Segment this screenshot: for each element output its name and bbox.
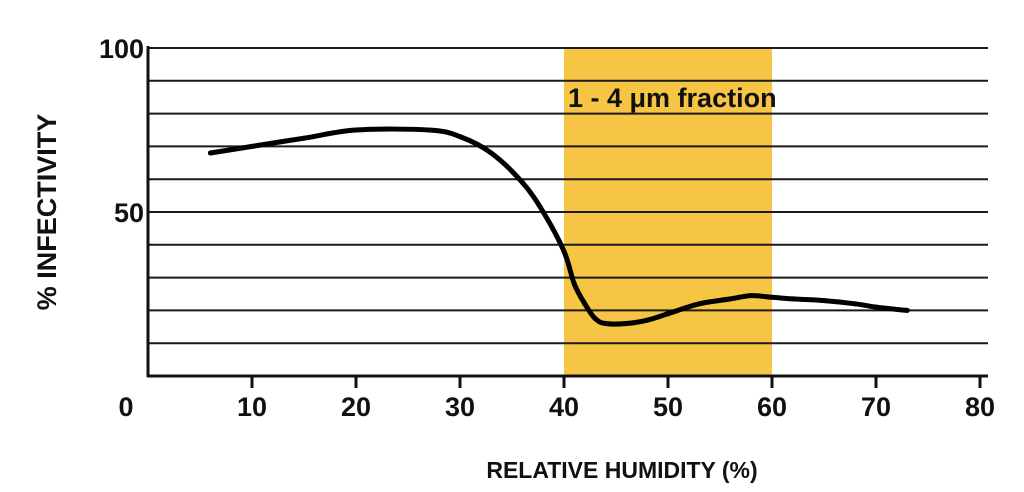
data-point-0-25 — [904, 307, 910, 313]
x-tick-label-0: 0 — [118, 392, 133, 422]
data-point-0-1 — [249, 143, 255, 149]
data-point-0-4 — [426, 127, 432, 133]
x-tick-label-30: 30 — [445, 392, 475, 422]
data-point-0-8 — [540, 209, 546, 215]
data-point-0-17 — [696, 301, 702, 307]
data-point-0-3 — [353, 127, 359, 133]
data-point-0-22 — [821, 298, 827, 304]
data-point-0-2 — [301, 135, 307, 141]
x-axis-label: RELATIVE HUMIDITY (%) — [486, 457, 757, 483]
data-point-0-13 — [603, 321, 609, 327]
y-tick-label-50: 50 — [114, 198, 144, 228]
data-point-0-20 — [769, 294, 775, 300]
data-point-0-5 — [457, 134, 463, 140]
x-tick-label-10: 10 — [237, 392, 267, 422]
series-line-0 — [207, 126, 910, 327]
x-tick-label-70: 70 — [861, 392, 891, 422]
data-point-0-24 — [873, 304, 879, 310]
band-annotation: 1 - 4 μm fraction — [568, 83, 777, 113]
data-point-0-19 — [748, 293, 754, 299]
y-tick-label-100: 100 — [99, 34, 144, 64]
data-point-0-11 — [582, 301, 588, 307]
data-point-0-15 — [644, 317, 650, 323]
data-point-0-21 — [790, 296, 796, 302]
x-tick-label-50: 50 — [653, 392, 683, 422]
x-tick-label-60: 60 — [757, 392, 787, 422]
data-point-0-12 — [592, 316, 598, 322]
data-point-0-14 — [623, 321, 629, 327]
data-point-0-6 — [488, 150, 494, 156]
data-point-0-9 — [561, 248, 567, 254]
data-point-0-23 — [852, 301, 858, 307]
y-axis-label: % INFECTIVITY — [32, 114, 62, 311]
data-point-0-16 — [665, 311, 671, 317]
data-point-0-0 — [207, 150, 213, 156]
data-point-0-10 — [571, 281, 577, 287]
data-point-0-7 — [519, 179, 525, 185]
x-tick-label-20: 20 — [341, 392, 371, 422]
x-tick-label-80: 80 — [965, 392, 995, 422]
data-point-0-18 — [727, 296, 733, 302]
x-tick-label-40: 40 — [549, 392, 579, 422]
